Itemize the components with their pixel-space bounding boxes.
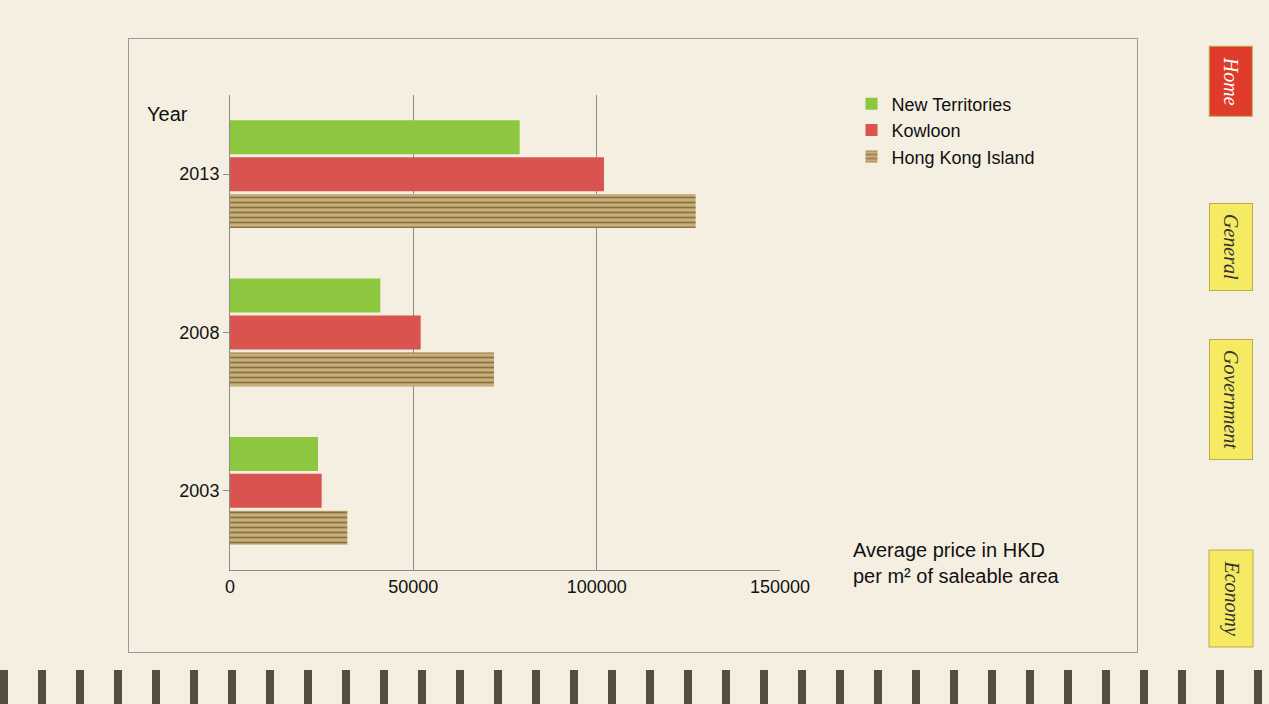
svg-text:2008: 2008 bbox=[179, 323, 219, 343]
svg-text:Hong Kong Island: Hong Kong Island bbox=[892, 148, 1035, 168]
svg-text:2013: 2013 bbox=[179, 164, 219, 184]
svg-text:100000: 100000 bbox=[567, 577, 627, 597]
svg-text:0: 0 bbox=[225, 577, 235, 597]
svg-text:Kowloon: Kowloon bbox=[892, 121, 961, 141]
svg-text:2003: 2003 bbox=[179, 481, 219, 501]
svg-text:New Territories: New Territories bbox=[892, 95, 1012, 115]
svg-text:150000: 150000 bbox=[750, 577, 810, 597]
svg-text:50000: 50000 bbox=[388, 577, 438, 597]
svg-text:Government: Government bbox=[1220, 350, 1242, 449]
svg-text:General: General bbox=[1220, 214, 1242, 280]
svg-text:Home: Home bbox=[1220, 57, 1242, 106]
svg-text:Economy: Economy bbox=[1220, 561, 1243, 637]
svg-text:Average price in HKDper m² of: Average price in HKDper m² of saleable a… bbox=[853, 539, 1060, 587]
svg-text:Year: Year bbox=[147, 103, 188, 125]
